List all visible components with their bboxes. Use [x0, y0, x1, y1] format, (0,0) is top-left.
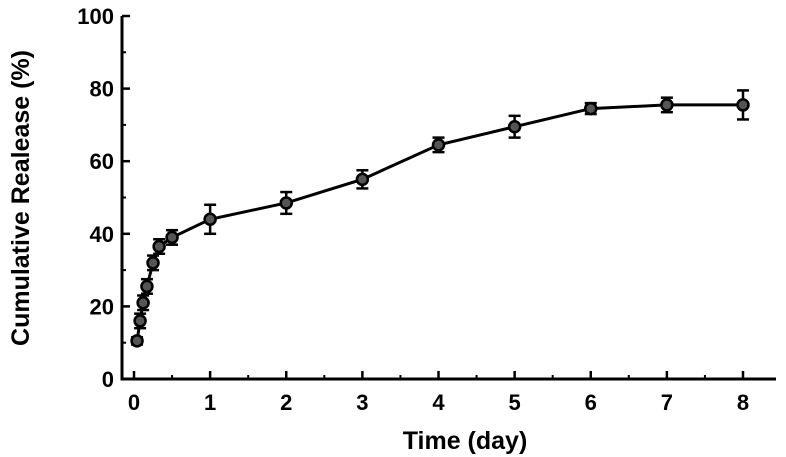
x-tick-label: 8	[737, 390, 749, 415]
data-point	[279, 196, 293, 210]
data-point	[431, 138, 446, 152]
y-tick-label: 20	[90, 294, 114, 319]
x-tick-label: 4	[432, 390, 445, 415]
x-axis-title: Time (day)	[403, 427, 528, 455]
data-point	[660, 98, 674, 112]
y-tick-label: 60	[90, 149, 114, 174]
y-tick-label: 80	[90, 77, 114, 102]
data-point	[146, 256, 160, 270]
data-point	[584, 101, 598, 116]
data-point	[736, 98, 750, 112]
data-point	[133, 314, 147, 328]
x-tick-label: 5	[509, 390, 521, 415]
plot-area: 0 20 40 60 80 100 0 1 2 3 4 5 6 7 8	[77, 4, 776, 415]
y-tick-label: 0	[102, 367, 114, 392]
y-tick-label: 40	[90, 222, 114, 247]
x-axis-ticks: 0 1 2 3 4 5 6 7 8	[128, 371, 749, 415]
x-tick-label: 1	[204, 390, 216, 415]
x-tick-label: 6	[585, 390, 597, 415]
x-tick-label: 7	[661, 390, 673, 415]
data-point	[152, 239, 166, 254]
series-layer	[130, 89, 750, 348]
x-tick-label: 2	[280, 390, 292, 415]
data-point	[165, 230, 179, 245]
data-point	[130, 334, 144, 348]
x-tick-label: 0	[128, 390, 140, 415]
y-axis-ticks: 0 20 40 60 80 100	[77, 4, 130, 392]
y-axis-title: Cumulative Realease (%)	[7, 50, 35, 346]
data-point	[355, 172, 370, 187]
y-tick-label: 100	[77, 4, 114, 29]
data-point	[136, 296, 150, 310]
data-point	[203, 212, 217, 227]
data-point	[507, 119, 522, 134]
data-point	[140, 279, 154, 294]
x-tick-label: 3	[356, 390, 368, 415]
